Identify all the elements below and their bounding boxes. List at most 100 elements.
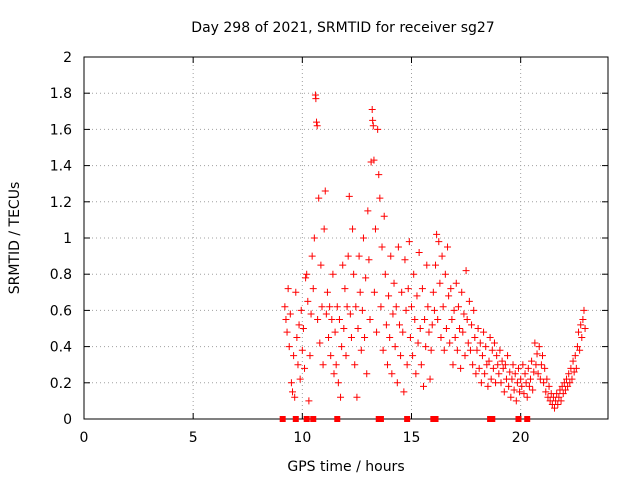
data-point (371, 225, 379, 233)
data-point (523, 393, 531, 401)
data-point (516, 388, 524, 396)
x-tick-label: 20 (512, 430, 530, 446)
data-point (432, 261, 440, 269)
data-point (447, 285, 455, 293)
data-point (406, 334, 414, 342)
data-point (286, 310, 294, 318)
data-point (355, 252, 363, 260)
y-tick-label: 0.2 (50, 376, 72, 392)
data-point (405, 238, 413, 246)
data-point (326, 303, 334, 311)
data-point (333, 303, 341, 311)
data-point (345, 192, 353, 200)
data-point (506, 368, 514, 376)
data-point (510, 386, 518, 394)
data-point (307, 310, 315, 318)
data-point (398, 288, 406, 296)
data-point (369, 116, 377, 124)
data-point (522, 379, 530, 387)
data-point (301, 364, 309, 372)
data-point (475, 364, 483, 372)
data-point (413, 292, 421, 300)
data-point (489, 364, 497, 372)
data-point (292, 288, 300, 296)
data-point (358, 306, 366, 314)
data-point (581, 325, 589, 332)
gap-marker (404, 416, 411, 422)
data-point (364, 207, 372, 215)
y-tick-label: 1.8 (50, 86, 72, 102)
data-point (289, 388, 297, 396)
data-point (334, 379, 342, 387)
data-point (446, 339, 454, 347)
data-point (525, 382, 533, 390)
data-point (338, 343, 346, 351)
data-point (331, 328, 339, 336)
data-point (521, 370, 529, 378)
data-point (570, 368, 578, 376)
data-point (297, 306, 305, 314)
data-point (450, 306, 458, 314)
data-point (377, 303, 385, 311)
data-point (349, 225, 357, 233)
data-point (572, 364, 580, 372)
data-point (480, 328, 488, 336)
data-point (540, 379, 548, 387)
data-point (477, 379, 485, 387)
data-point (375, 171, 383, 179)
data-point (441, 270, 449, 278)
data-point (409, 352, 417, 360)
data-point (417, 361, 425, 369)
data-point (541, 364, 549, 372)
data-point (565, 370, 573, 378)
data-point (440, 346, 448, 354)
data-point (319, 361, 327, 369)
data-point (344, 252, 352, 260)
data-point (403, 361, 411, 369)
gap-marker (489, 416, 496, 422)
data-point (464, 339, 472, 347)
data-point (535, 343, 543, 351)
data-point (426, 375, 434, 383)
data-point (528, 357, 536, 365)
data-point (363, 370, 371, 378)
data-point (524, 364, 532, 372)
y-tick-label: 1.6 (50, 122, 72, 138)
data-point (573, 343, 581, 351)
data-point (343, 303, 351, 311)
data-point (402, 306, 410, 314)
data-point (291, 393, 299, 401)
data-point (473, 346, 481, 354)
series-srmtid (281, 91, 589, 412)
data-point (404, 285, 412, 293)
data-point (496, 346, 504, 354)
data-point (576, 346, 584, 354)
data-point (376, 194, 384, 202)
data-point (543, 375, 551, 383)
data-point (542, 388, 550, 396)
data-point (285, 343, 293, 351)
data-point (313, 122, 321, 130)
data-point (339, 261, 347, 269)
data-point (493, 352, 501, 360)
data-point (437, 334, 445, 342)
data-point (433, 230, 441, 238)
data-point (385, 292, 393, 300)
data-point (511, 370, 519, 378)
data-point (444, 243, 452, 251)
data-point (529, 386, 537, 394)
data-point (304, 297, 312, 305)
data-point (353, 393, 361, 401)
data-point (308, 252, 316, 260)
data-point (394, 243, 402, 251)
data-point (347, 334, 355, 342)
data-point (282, 315, 290, 323)
data-point (386, 334, 394, 342)
data-point (383, 361, 391, 369)
data-point (325, 334, 333, 342)
data-point (321, 187, 329, 195)
data-point (488, 346, 496, 354)
data-point (568, 375, 576, 383)
data-point (313, 118, 321, 126)
data-point (436, 279, 444, 287)
